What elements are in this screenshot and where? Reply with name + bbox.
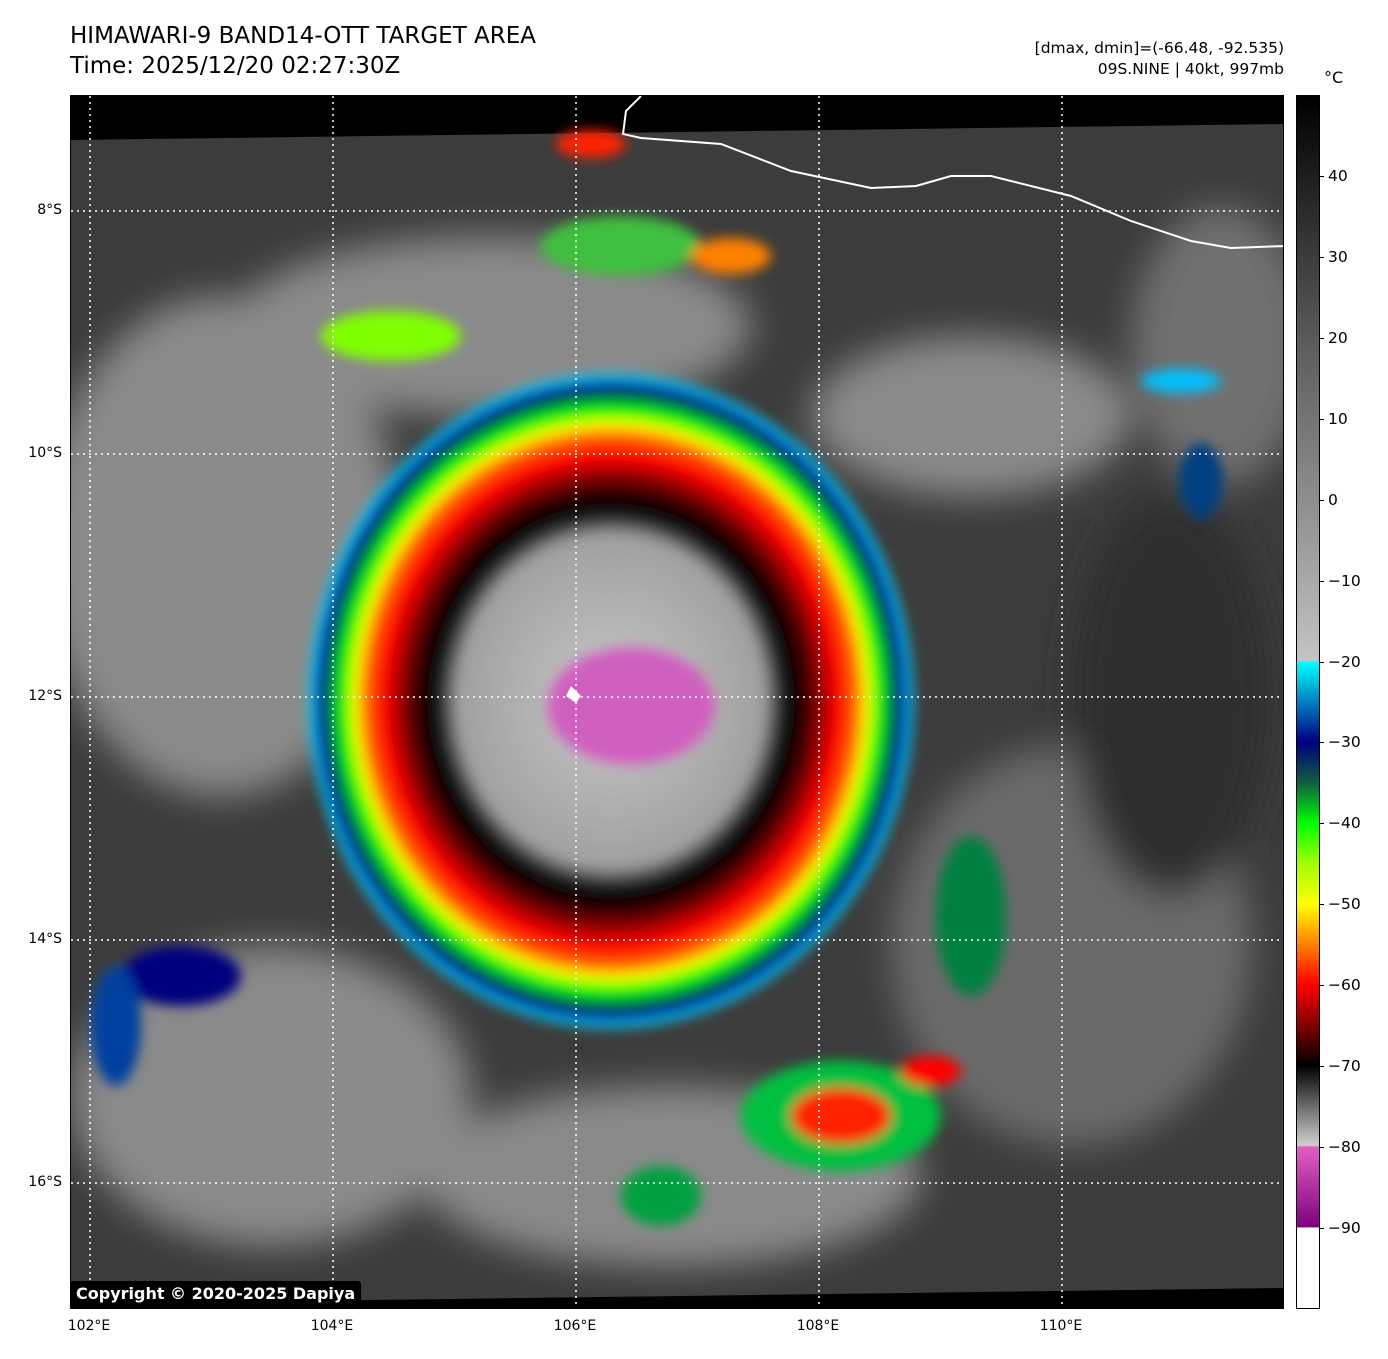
colorbar-tick <box>1320 742 1324 744</box>
colorbar-tick-label: −40 <box>1328 814 1361 833</box>
colorbar-tick-label: −60 <box>1328 976 1361 995</box>
colorbar-tick-label: 30 <box>1328 247 1348 266</box>
lon-label: 106°E <box>553 1318 597 1334</box>
lon-label: 104°E <box>310 1318 354 1334</box>
colorbar <box>1296 95 1320 1309</box>
dmax-dmin: [dmax, dmin]=(-66.48, -92.535) <box>1034 39 1284 57</box>
colorbar-tick <box>1320 499 1324 501</box>
colorbar-tick <box>1320 1066 1324 1068</box>
colorbar-unit: °C <box>1324 68 1344 87</box>
storm-info: 09S.NINE | 40kt, 997mb <box>1097 60 1284 78</box>
colorbar-tick-label: −10 <box>1328 571 1361 590</box>
lat-label: 16°S <box>28 1174 62 1190</box>
colorbar-tick-label: 20 <box>1328 328 1348 347</box>
lat-label: 12°S <box>28 688 62 704</box>
chart-title: HIMAWARI-9 BAND14-OTT TARGET AREA <box>70 23 537 49</box>
graticule <box>71 96 1283 1308</box>
lon-label: 108°E <box>796 1318 840 1334</box>
colorbar-tick <box>1320 418 1324 420</box>
colorbar-tick <box>1320 823 1324 825</box>
colorbar-tick-label: 40 <box>1328 166 1348 185</box>
colorbar-tick <box>1320 985 1324 987</box>
lat-label: 14°S <box>28 931 62 947</box>
satellite-image <box>71 96 1283 1308</box>
lat-label: 8°S <box>37 202 62 218</box>
colorbar-tick <box>1320 580 1324 582</box>
lat-label: 10°S <box>28 445 62 461</box>
colorbar-tick-label: −50 <box>1328 895 1361 914</box>
lon-label: 110°E <box>1039 1318 1083 1334</box>
colorbar-tick-label: 10 <box>1328 409 1348 428</box>
timestamp: Time: 2025/12/20 02:27:30Z <box>70 53 401 79</box>
colorbar-tick <box>1320 175 1324 177</box>
colorbar-tick <box>1320 337 1324 339</box>
colorbar-tick <box>1320 904 1324 906</box>
copyright-label: Copyright © 2020-2025 Dapiya <box>70 1281 362 1306</box>
colorbar-tick-label: −20 <box>1328 652 1361 671</box>
colorbar-tick-label: −90 <box>1328 1219 1361 1238</box>
colorbar-tick <box>1320 1228 1324 1230</box>
colorbar-tick <box>1320 1147 1324 1149</box>
colorbar-tick-label: −80 <box>1328 1138 1361 1157</box>
colorbar-tick-label: −30 <box>1328 733 1361 752</box>
colorbar-tick <box>1320 256 1324 258</box>
colorbar-tick-label: 0 <box>1328 490 1338 509</box>
lon-label: 102°E <box>67 1318 111 1334</box>
satellite-map <box>70 95 1284 1309</box>
colorbar-tick <box>1320 661 1324 663</box>
colorbar-tick-label: −70 <box>1328 1057 1361 1076</box>
